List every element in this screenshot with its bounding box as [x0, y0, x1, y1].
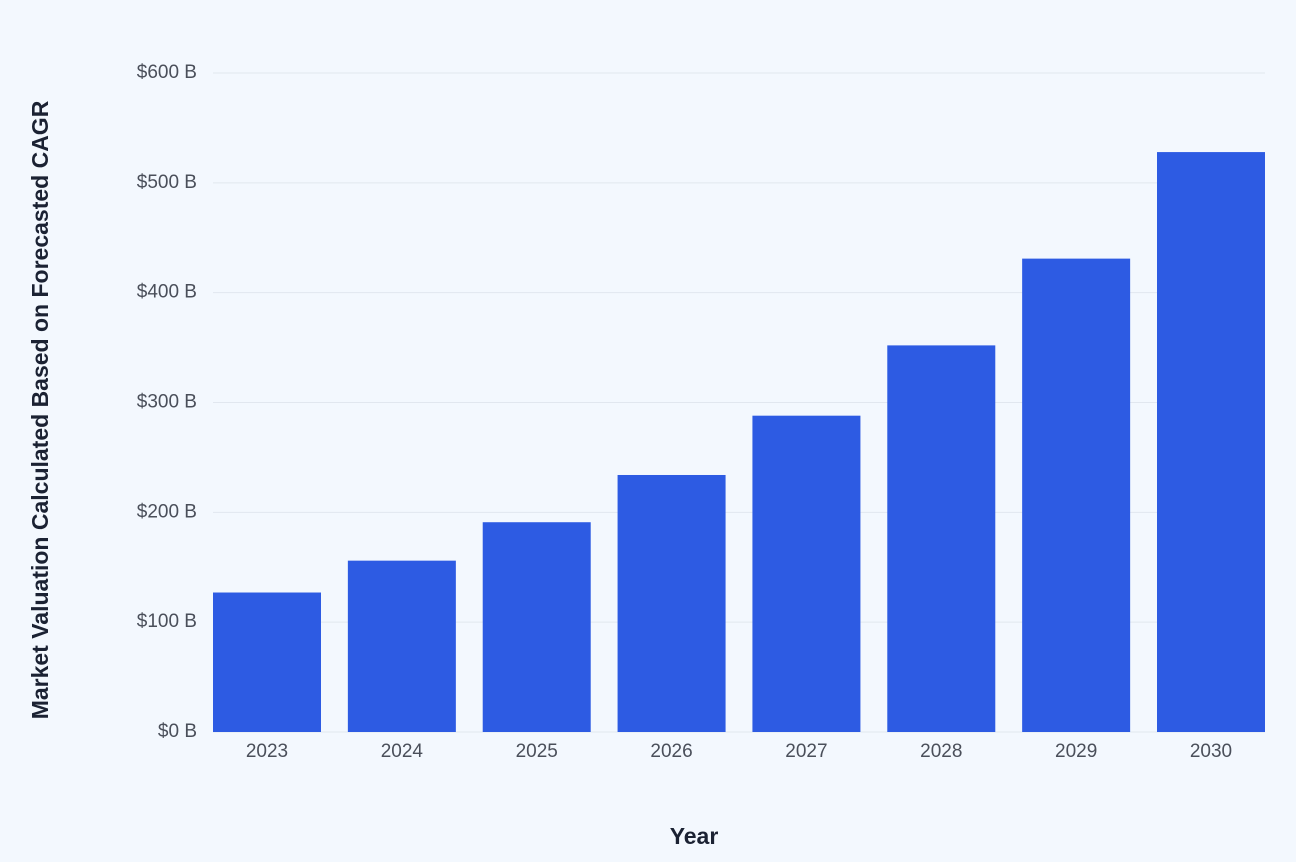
y-tick-label: $0 B — [158, 721, 197, 742]
y-tick-label: $300 B — [137, 392, 197, 413]
bar — [1157, 152, 1265, 732]
x-tick-label: 2023 — [246, 741, 288, 762]
bar — [1022, 258, 1131, 732]
x-axis-title: Year — [670, 823, 719, 849]
bar — [752, 415, 861, 732]
x-tick-label: 2025 — [516, 741, 558, 762]
x-tick-label: 2024 — [381, 741, 424, 762]
y-tick-label: $100 B — [137, 611, 197, 632]
bar — [213, 592, 321, 732]
y-tick-label: $200 B — [137, 501, 197, 522]
x-tick-label: 2029 — [1055, 741, 1097, 762]
x-tick-label: 2028 — [920, 741, 962, 762]
y-tick-label: $500 B — [137, 172, 197, 193]
y-axis-title: Market Valuation Calculated Based on For… — [27, 100, 53, 719]
x-tick-label: 2027 — [785, 741, 827, 762]
y-tick-label: $400 B — [137, 282, 197, 303]
x-tick-label: 2030 — [1190, 741, 1232, 762]
bar — [887, 345, 996, 732]
bar — [347, 560, 456, 732]
y-tick-label: $600 B — [137, 62, 197, 83]
bar — [617, 474, 726, 732]
x-tick-label: 2026 — [650, 741, 692, 762]
bar — [482, 522, 591, 732]
